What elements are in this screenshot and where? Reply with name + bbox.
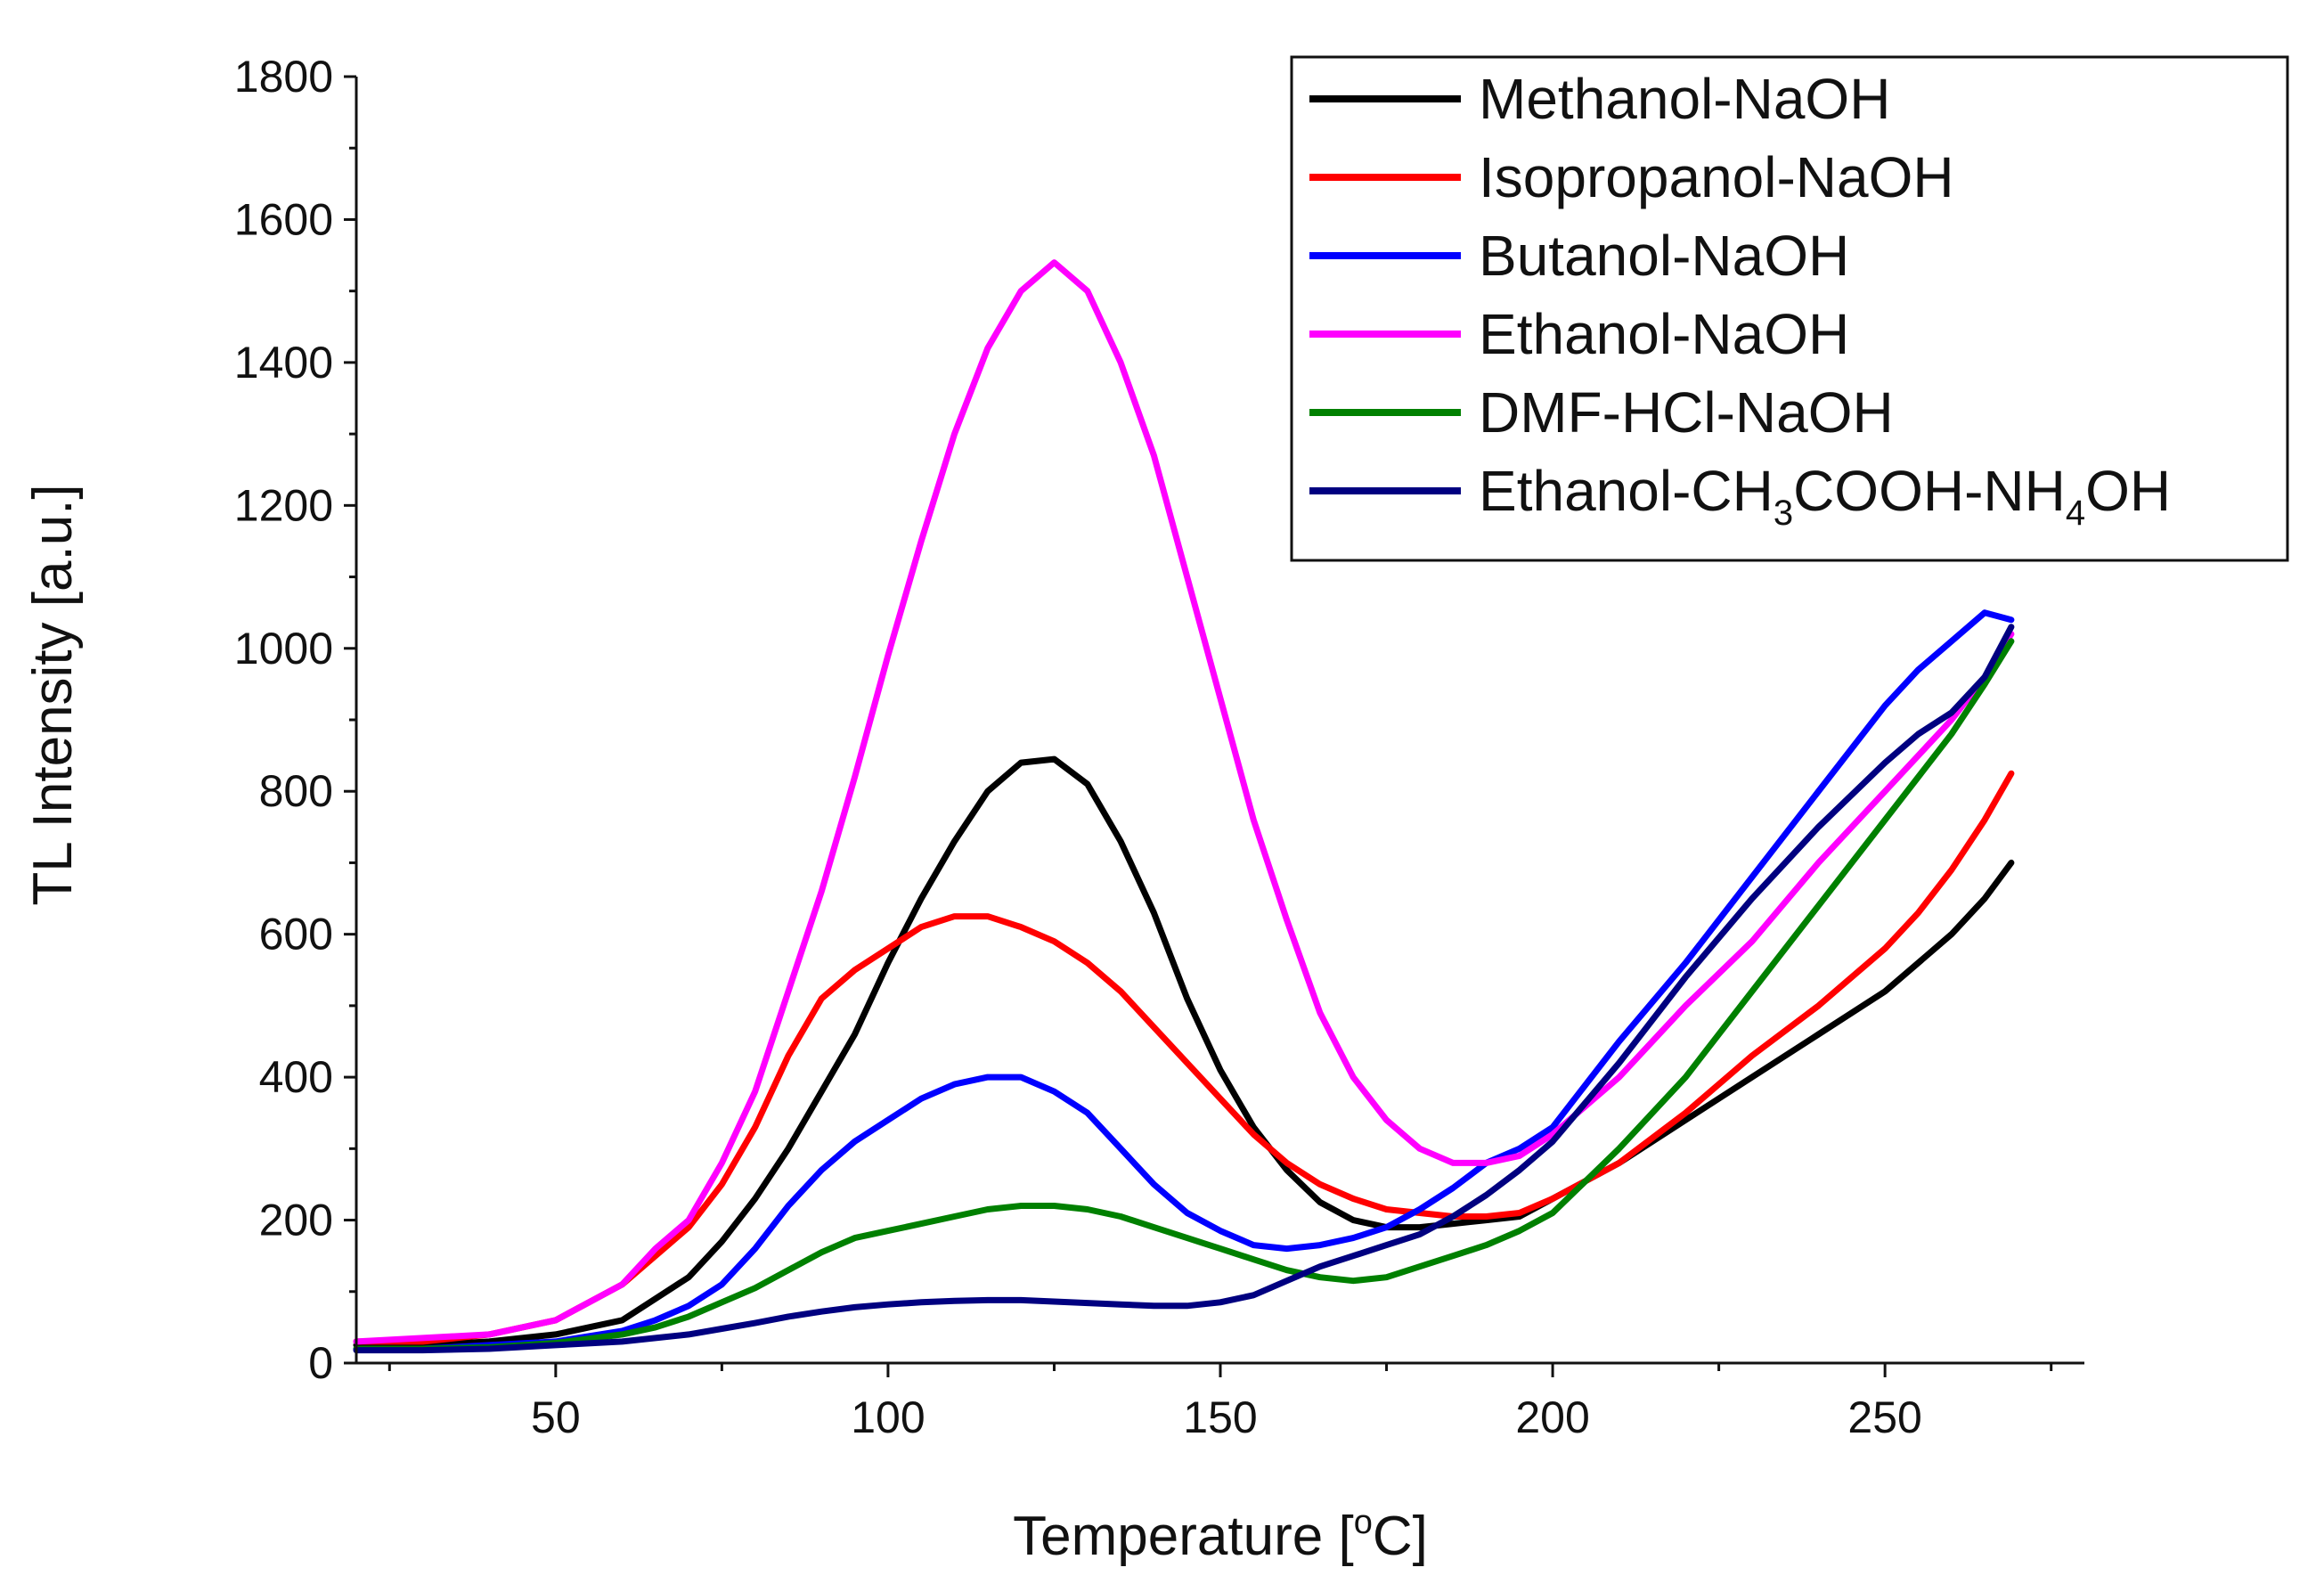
x-axis-title-degree: o xyxy=(1354,1504,1373,1541)
series-layer xyxy=(353,259,2015,1354)
legend-label: Ethanol-CH3COOH-NH4OH xyxy=(1479,459,2171,533)
legend-label-part: Ethanol-NaOH xyxy=(1479,302,1849,366)
x-tick-label: 50 xyxy=(531,1392,581,1442)
series-line-1 xyxy=(353,755,2015,1349)
series-line-2 xyxy=(353,770,2015,1345)
x-tick-label: 200 xyxy=(1515,1392,1589,1442)
legend-label-part: Butanol-NaOH xyxy=(1479,224,1849,288)
legend-label: DMF-HCl-NaOH xyxy=(1479,380,1894,445)
legend-items: Methanol-NaOH Isopropanol-NaOH Butanol-NaO… xyxy=(1309,67,2171,533)
y-tick-label: 800 xyxy=(259,766,333,816)
legend-label-part: Isopropanol-NaOH xyxy=(1479,145,1954,209)
y-tick-label: 0 xyxy=(308,1338,333,1388)
legend-label-part: DMF-HCl-NaOH xyxy=(1479,380,1894,445)
x-tick-label: 100 xyxy=(851,1392,925,1442)
y-tick-label: 1400 xyxy=(234,338,333,388)
y-tick-label: 1000 xyxy=(234,624,333,674)
plot-area: 0 200 400 600 800 1000 1200 1400 1600 1800 50 100 1… xyxy=(234,52,2084,1442)
y-ticks: 0 200 400 600 800 1000 1200 1400 1600 1800 xyxy=(234,52,356,1388)
legend-label-part: Methanol-NaOH xyxy=(1479,67,1890,131)
y-tick-label: 600 xyxy=(259,910,333,959)
series-line-5 xyxy=(353,638,2015,1352)
series-line-4 xyxy=(353,259,2015,1345)
y-tick-label: 200 xyxy=(259,1196,333,1245)
y-tick-label: 1800 xyxy=(234,52,333,102)
legend-label: Ethanol-NaOH xyxy=(1479,302,1849,366)
x-axis-title-end: C] xyxy=(1373,1506,1428,1567)
legend-label-part: Ethanol-CH xyxy=(1479,459,1774,523)
legend: Methanol-NaOH Isopropanol-NaOH Butanol-NaO… xyxy=(1290,55,2289,562)
x-ticks: 50 100 150 200 250 xyxy=(387,1363,2053,1442)
series-line-3 xyxy=(353,609,2015,1352)
legend-box xyxy=(1290,55,2289,562)
legend-label: Butanol-NaOH xyxy=(1479,224,1849,288)
series-line-6 xyxy=(353,624,2015,1354)
legend-label: Isopropanol-NaOH xyxy=(1479,145,1954,209)
legend-label-part: 3 xyxy=(1774,494,1793,533)
y-tick-label: 1200 xyxy=(234,480,333,530)
y-axis-title: TL Intensity [a.u.] xyxy=(22,484,84,905)
legend-label: Methanol-NaOH xyxy=(1479,67,1890,131)
x-axis-title-main: Temperature [ xyxy=(1013,1506,1354,1567)
legend-label-part: COOH-NH xyxy=(1793,459,2066,523)
legend-label-part: OH xyxy=(2085,459,2171,523)
legend-label-part: 4 xyxy=(2066,494,2085,533)
y-tick-label: 1600 xyxy=(234,194,333,244)
y-tick-label: 400 xyxy=(259,1052,333,1102)
x-axis-title: Temperature [oC] xyxy=(1013,1504,1428,1567)
x-tick-label: 250 xyxy=(1847,1392,1921,1442)
x-tick-label: 150 xyxy=(1183,1392,1257,1442)
